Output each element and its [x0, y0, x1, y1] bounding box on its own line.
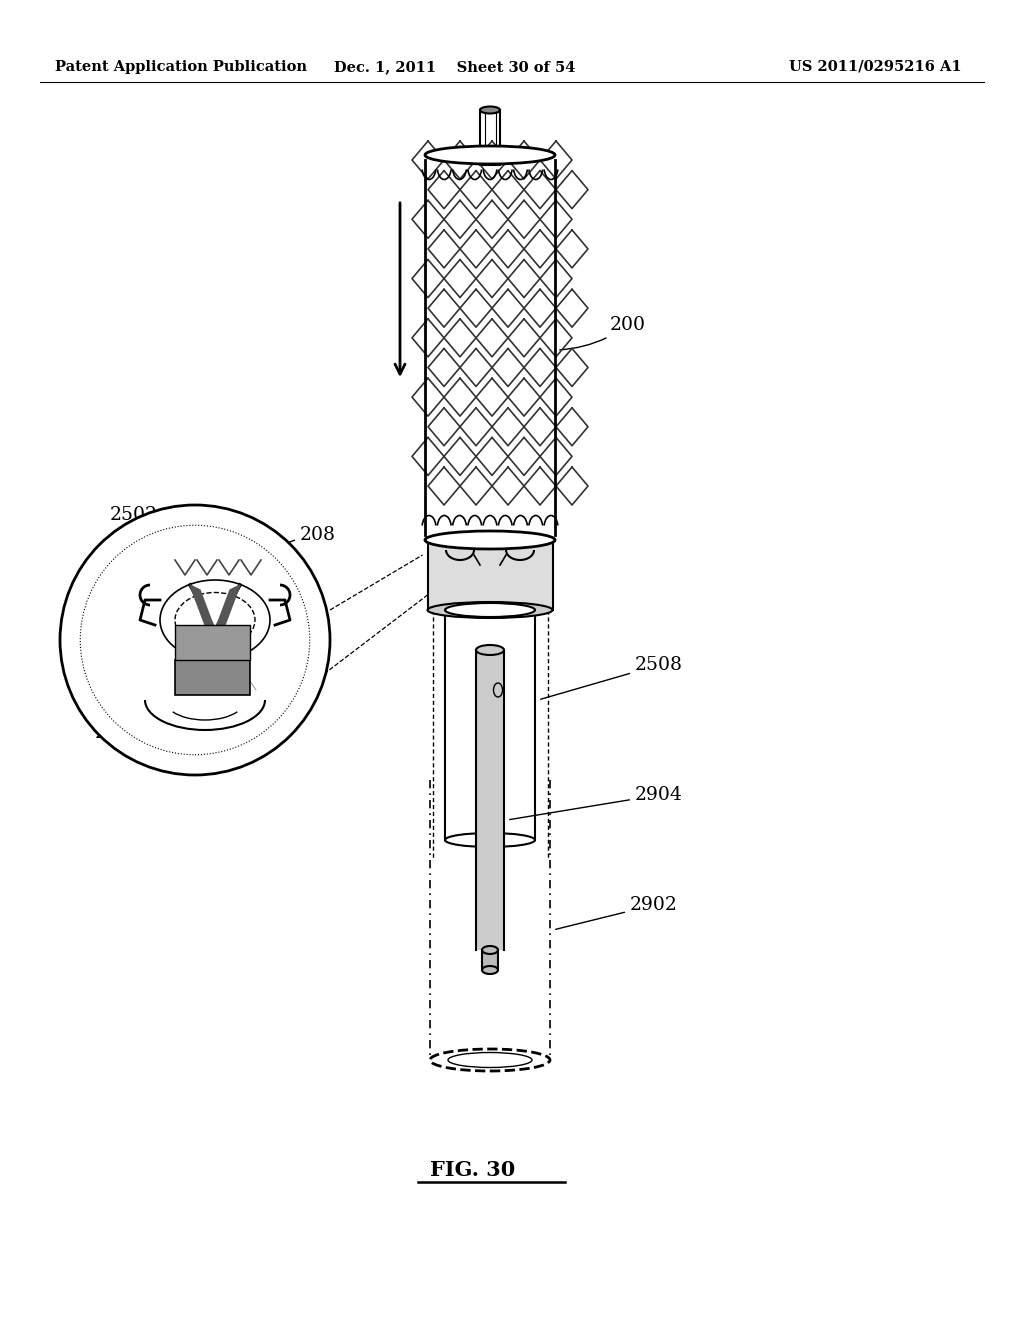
Bar [425, 154, 555, 540]
Text: Dec. 1, 2011    Sheet 30 of 54: Dec. 1, 2011 Sheet 30 of 54 [334, 59, 575, 74]
Bar [175, 660, 250, 696]
Ellipse shape [482, 966, 498, 974]
Ellipse shape [427, 532, 553, 548]
Text: 208: 208 [247, 525, 336, 573]
Text: US 2011/0295216 A1: US 2011/0295216 A1 [788, 59, 962, 74]
Ellipse shape [425, 531, 555, 549]
Text: 2502: 2502 [110, 506, 183, 589]
Polygon shape [215, 585, 240, 630]
Text: FIG. 30: FIG. 30 [430, 1160, 515, 1180]
Bar [476, 649, 504, 950]
Text: 2504: 2504 [255, 690, 303, 709]
Ellipse shape [445, 833, 535, 847]
Ellipse shape [445, 603, 535, 616]
Bar [482, 950, 498, 970]
Text: 2902: 2902 [95, 723, 143, 742]
Ellipse shape [427, 602, 553, 618]
Text: 2902: 2902 [556, 896, 678, 929]
Bar [480, 110, 500, 165]
Bar [175, 624, 250, 660]
Ellipse shape [482, 946, 498, 954]
Ellipse shape [480, 107, 500, 114]
Text: Patent Application Publication: Patent Application Publication [55, 59, 307, 74]
Bar [432, 610, 548, 840]
Ellipse shape [476, 645, 504, 655]
Text: 2904: 2904 [510, 785, 683, 820]
Ellipse shape [430, 1049, 550, 1071]
Text: 2508: 2508 [541, 656, 683, 700]
Text: 200: 200 [560, 315, 646, 350]
Ellipse shape [425, 147, 555, 164]
Circle shape [60, 506, 330, 775]
Bar [427, 540, 553, 610]
Polygon shape [190, 585, 215, 630]
